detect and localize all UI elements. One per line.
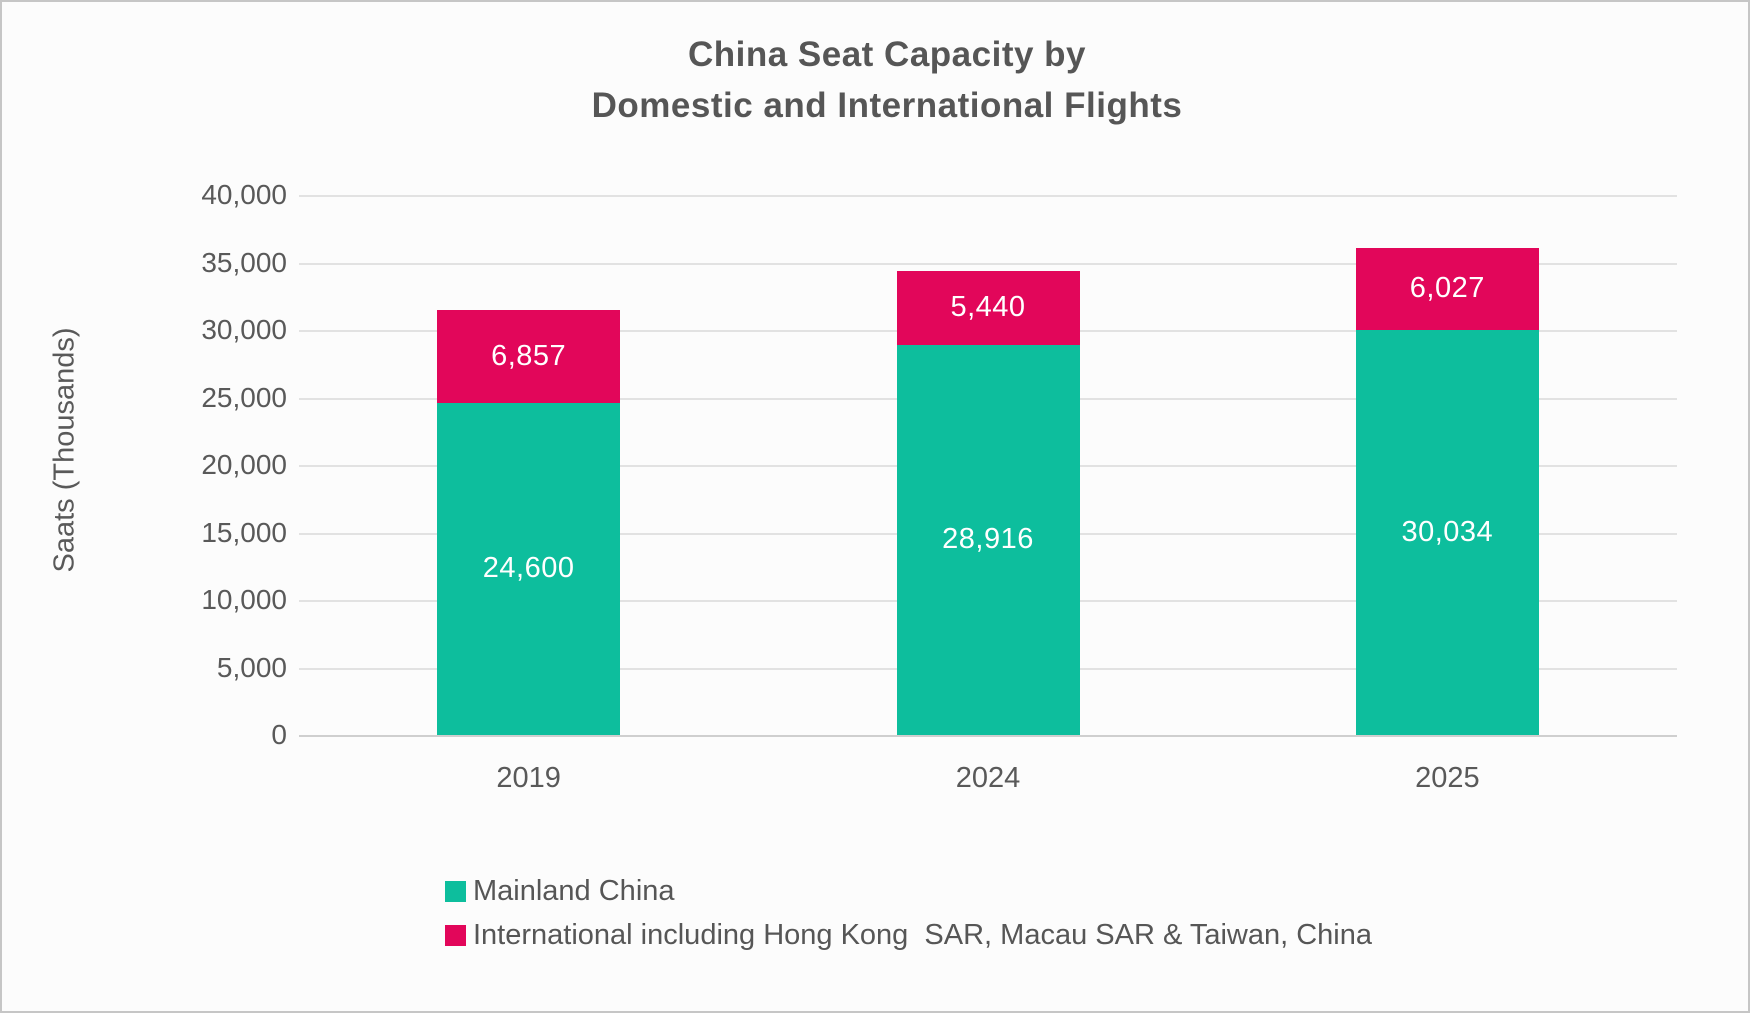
x-tick-label-2024: 2024 (955, 762, 1021, 794)
y-axis-title: Saats (Thousands) (48, 327, 81, 573)
y-tick-label: 35,000 (201, 246, 287, 278)
legend-swatch-international (445, 925, 466, 946)
x-tick-label-2025: 2025 (1415, 762, 1480, 794)
legend-swatch-mainland-china (445, 881, 466, 902)
plot-area: 24,600 6,857 28,916 5,440 30,034 6,027 (299, 195, 1677, 737)
bar-segment-international-2025: 6,027 (1355, 248, 1539, 330)
chart-title-line-1: China Seat Capacity by (687, 35, 1087, 74)
x-tick-label-2019: 2019 (496, 762, 561, 794)
y-tick-label: 25,000 (201, 381, 287, 413)
gridline (299, 262, 1677, 265)
y-tick-label: 5,000 (216, 651, 287, 683)
bar-segment-mainland-china-2019: 24,600 (437, 402, 621, 735)
y-tick-label: 20,000 (201, 449, 287, 480)
bar-2019: 24,600 6,857 (437, 310, 621, 735)
bar-segment-international-2019: 6,857 (437, 310, 621, 403)
legend-item-mainland-china: Mainland China (445, 875, 1372, 908)
y-tick-label: 40,000 (201, 179, 287, 210)
bar-segment-mainland-china-2025: 30,034 (1355, 329, 1539, 735)
bar-value-label-international-2024: 5,440 (950, 291, 1026, 324)
bar-value-label-mainland-china-2019: 24,600 (482, 552, 575, 585)
bar-segment-international-2024: 5,440 (896, 271, 1080, 345)
bar-2024: 28,916 5,440 (896, 271, 1080, 735)
bar-value-label-international-2019: 6,857 (491, 340, 567, 373)
bar-segment-mainland-china-2024: 28,916 (896, 344, 1080, 735)
chart-title: China Seat Capacity by Domestic and Inte… (2, 29, 1748, 131)
legend-label-international: International including Hong Kong SAR, M… (473, 919, 1372, 951)
bar-2025: 30,034 6,027 (1355, 248, 1539, 735)
y-tick-label: 0 (271, 719, 287, 750)
legend-label-mainland-china: Mainland China (473, 875, 675, 907)
bar-value-label-international-2025: 6,027 (1409, 272, 1485, 305)
x-axis-line (299, 735, 1677, 737)
chart-title-line-2: Domestic and International Flights (591, 86, 1183, 125)
y-tick-label: 10,000 (201, 584, 287, 615)
bar-value-label-mainland-china-2025: 30,034 (1401, 515, 1494, 548)
gridline (299, 195, 1677, 197)
bar-value-label-mainland-china-2024: 28,916 (942, 523, 1034, 556)
legend-item-international: International including Hong Kong SAR, M… (445, 919, 1372, 952)
legend: Mainland China International including Ho… (445, 875, 1372, 952)
y-tick-label: 15,000 (201, 516, 287, 548)
y-tick-label: 30,000 (201, 314, 287, 345)
